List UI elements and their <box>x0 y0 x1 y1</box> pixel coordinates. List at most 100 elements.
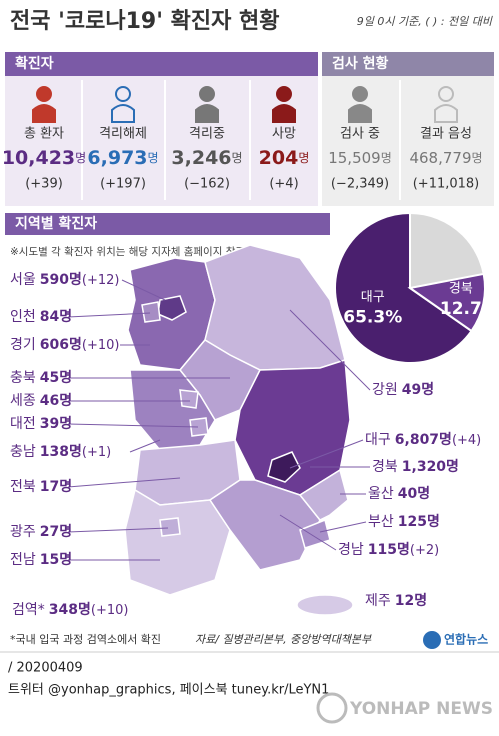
region-label: 전북 17명 <box>10 478 72 495</box>
map-gyeongnam <box>208 479 321 571</box>
stat-value-line: 468,779명 <box>409 149 482 167</box>
region-name: 울산 <box>368 486 394 502</box>
stat-label: 사망 <box>272 127 296 142</box>
icon-head <box>438 86 454 102</box>
stat-value-line: 10,423명 <box>2 147 86 169</box>
region-count: 606명 <box>40 336 82 353</box>
region-name: 서울 <box>10 272 36 288</box>
icon-head <box>276 86 292 102</box>
footnote: *국내 입국 과정 검역소에서 확진 <box>10 633 161 646</box>
region-count: 348명 <box>49 601 91 618</box>
icon-head <box>199 86 215 102</box>
stats-columns: 총 환자10,423명(+39)격리해제6,973명(+197)격리중3,246… <box>2 86 483 192</box>
stat-change: (+39) <box>25 177 63 192</box>
confirmed-panel <box>5 76 318 206</box>
region-name: 제주 <box>365 593 391 609</box>
region-name: 검역* <box>12 602 45 618</box>
icon-body <box>195 104 219 123</box>
stat-value-line: 6,973명 <box>87 147 158 169</box>
watermark-mark <box>316 692 348 724</box>
region-change: (+2) <box>410 543 439 558</box>
stat-value: 468,779 <box>409 149 471 167</box>
stat-unit: 명 <box>232 151 243 165</box>
region-name: 전북 <box>10 479 36 495</box>
stat-label: 격리중 <box>189 127 225 142</box>
tests-heading: 검사 현황 <box>332 55 389 72</box>
region-count: 45명 <box>40 369 72 386</box>
region-name: 충남 <box>10 444 36 460</box>
region-name: 강원 <box>372 382 398 398</box>
stat-label: 격리해제 <box>99 127 147 142</box>
region-label: 광주 27명 <box>10 523 72 540</box>
source: 자료/ 질병관리본부, 중앙방역대책본부 <box>195 633 372 646</box>
region-name: 세종 <box>10 393 36 409</box>
tests-panel <box>322 76 494 206</box>
region-label: 경북 1,320명 <box>372 458 459 475</box>
region-count: 125명 <box>398 513 440 530</box>
region-name: 전남 <box>10 552 36 568</box>
icon-head <box>352 86 368 102</box>
pie-chart: 대구 65.3% 경북 12.7 <box>334 211 486 364</box>
stat-value: 204 <box>259 147 299 169</box>
stat-label: 결과 음성 <box>420 127 472 142</box>
region-count: 40명 <box>398 485 430 502</box>
region-label: 검역* 348명(+10) <box>12 601 128 618</box>
region-count: 17명 <box>40 478 72 495</box>
region-label: 울산 40명 <box>368 485 430 502</box>
region-name: 경북 <box>372 459 398 475</box>
regional-note: ※시도별 각 확진자 위치는 해당 지자체 홈페이지 참조 <box>10 245 245 258</box>
region-name: 대구 <box>365 432 391 448</box>
region-label: 강원 49명 <box>372 381 434 398</box>
stat-unit: 명 <box>298 151 309 165</box>
region-label: 충북 45명 <box>10 369 72 386</box>
region-count: 138명 <box>40 443 82 460</box>
stat-value: 15,509 <box>328 149 381 167</box>
region-count: 115명 <box>368 541 410 558</box>
stat-change: (−162) <box>184 177 230 192</box>
pie-value: 65.3% <box>343 307 402 327</box>
stat-change: (−2,349) <box>331 177 389 192</box>
tests-header-bar <box>322 52 494 76</box>
region-label: 전남 15명 <box>10 551 72 568</box>
region-label: 세종 46명 <box>10 392 72 409</box>
stat-value-line: 15,509명 <box>328 149 392 167</box>
map-daejeon <box>189 417 209 437</box>
date: / 20200409 <box>8 661 83 676</box>
stat-unit: 명 <box>381 151 392 165</box>
regional-heading: 지역별 확진자 <box>15 215 97 232</box>
region-change: (+10) <box>82 338 120 353</box>
basis-note: 9일 0시 기준, ( ) : 전일 대비 <box>357 15 493 28</box>
region-count: 1,320명 <box>402 458 459 475</box>
region-name: 충북 <box>10 370 36 386</box>
pie-label: 경북 <box>449 281 473 296</box>
stat-value: 3,246 <box>171 147 231 169</box>
region-count: 6,807명 <box>395 431 452 448</box>
region-count: 12명 <box>395 592 427 609</box>
map <box>124 244 354 616</box>
stat-value: 6,973 <box>87 147 147 169</box>
region-count: 590명 <box>40 271 82 288</box>
icon-head <box>115 86 131 102</box>
region-label: 제주 12명 <box>365 592 427 609</box>
region-name: 경남 <box>338 542 364 558</box>
region-change: (+10) <box>91 603 129 618</box>
region-name: 대전 <box>10 416 36 432</box>
icon-body <box>272 104 296 123</box>
pie-label: 대구 <box>361 290 385 305</box>
icon-body <box>32 104 56 123</box>
region-count: 46명 <box>40 392 72 409</box>
region-name: 부산 <box>368 514 394 530</box>
region-count: 15명 <box>40 551 72 568</box>
pie-slice <box>407 272 486 333</box>
region-label: 경남 115명(+2) <box>338 541 439 558</box>
icon-body <box>348 104 372 123</box>
stat-unit: 명 <box>148 151 159 165</box>
leader-lines <box>67 279 371 561</box>
pie-value: 12.7 <box>440 299 482 319</box>
region-label: 대전 39명 <box>10 415 72 432</box>
stat-value: 10,423 <box>2 147 75 169</box>
region-count: 39명 <box>40 415 72 432</box>
logo: 연합뉴스 <box>444 632 488 647</box>
